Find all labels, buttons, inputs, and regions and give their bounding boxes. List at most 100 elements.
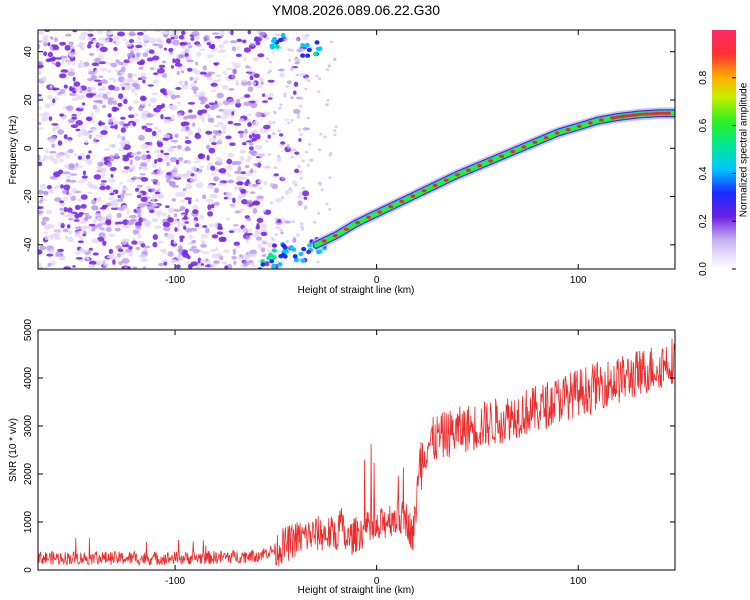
track-peak [554,131,560,135]
noise-speck [246,217,252,222]
noise-speck [242,228,247,233]
noise-speck [168,104,176,108]
track-peak [421,189,427,193]
noise-speck [54,57,62,60]
noise-speck [71,97,78,102]
signal-blob [266,255,272,261]
noise-speck [188,234,194,240]
noise-speck [161,212,168,217]
noise-speck [157,141,164,148]
noise-speck [97,82,103,86]
noise-speck [68,52,76,58]
noise-speck [177,157,184,162]
noise-speck [48,57,55,62]
noise-speck [333,57,337,61]
noise-speck [104,39,109,44]
noise-speck [96,196,102,203]
signal-blob [269,45,275,50]
noise-speck [93,218,97,224]
noise-speck [265,37,269,40]
noise-speck [44,266,49,269]
noise-speck [91,238,100,244]
noise-speck [156,154,162,158]
noise-speck [68,179,77,183]
noise-speck [127,54,133,58]
noise-speck [41,220,46,226]
noise-speck [99,227,105,230]
noise-speck [217,157,223,164]
noise-speck [217,78,222,82]
noise-speck [132,176,138,180]
noise-speck [42,37,49,44]
noise-speck [248,142,254,146]
noise-speck [113,100,117,106]
noise-speck [187,265,193,269]
noise-speck [85,93,94,98]
track-peak [612,116,617,120]
noise-speck [217,226,224,230]
noise-speck [182,187,187,192]
noise-speck [237,130,244,134]
noise-speck [161,259,169,263]
noise-speck [293,148,297,152]
noise-speck [88,150,92,154]
noise-speck [70,211,78,214]
noise-speck [169,181,176,187]
noise-speck [170,140,179,143]
noise-speck [156,181,161,187]
noise-speck [137,31,144,36]
noise-speck [203,40,212,43]
noise-speck [328,208,332,211]
noise-speck [43,198,48,202]
noise-speck [174,227,178,232]
signal-blob [314,40,320,45]
noise-speck [124,265,128,269]
noise-speck [197,257,202,264]
noise-speck [250,42,255,47]
noise-speck [176,70,180,76]
noise-speck [286,143,290,147]
noise-speck [79,225,87,231]
noise-speck [88,134,92,140]
noise-speck [75,128,81,132]
noise-speck [234,210,242,214]
noise-speck [154,149,162,154]
noise-speck [268,60,272,64]
noise-speck [139,173,146,176]
noise-speck [257,180,263,183]
noise-speck [183,116,189,120]
noise-speck [63,84,68,89]
noise-speck [250,168,254,174]
noise-speck [208,147,216,154]
noise-speck [177,66,183,70]
noise-speck [241,199,248,205]
noise-speck [91,120,95,123]
noise-speck [248,183,252,188]
noise-speck [217,101,223,107]
noise-speck [198,168,203,173]
noise-speck [97,43,104,47]
noise-speck [276,260,280,264]
noise-speck [105,91,111,95]
noise-speck [149,97,157,104]
signal-blob [282,245,288,250]
noise-speck [164,154,170,160]
noise-speck [268,92,274,97]
noise-speck [242,39,247,44]
figure-title: YM08.2026.089.06.22.G30 [272,2,440,18]
noise-speck [226,217,231,221]
noise-speck [93,39,98,45]
noise-speck [41,116,49,122]
noise-speck [122,38,127,42]
noise-speck [233,123,242,126]
noise-speck [249,75,254,81]
noise-speck [262,100,268,103]
noise-speck [246,118,252,123]
noise-speck [190,37,195,41]
signal-blob [300,258,306,263]
noise-speck [122,225,130,229]
noise-speck [94,260,102,266]
noise-speck [118,61,124,66]
noise-speck [211,203,215,209]
noise-speck [178,80,184,86]
